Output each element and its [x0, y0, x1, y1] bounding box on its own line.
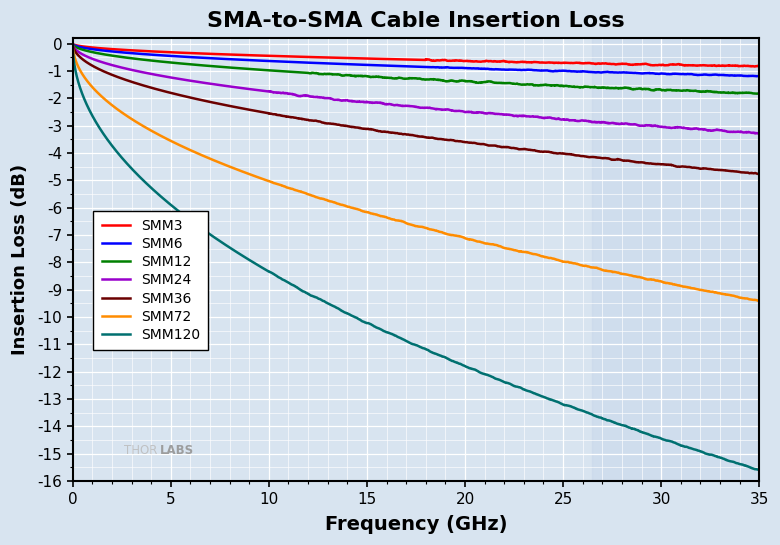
- SMM3: [754, 63, 764, 70]
- SMM72: [316, 195, 325, 202]
- Line: SMM24: SMM24: [73, 44, 759, 134]
- SMM3: [316, 54, 325, 60]
- SMM24: [316, 94, 325, 101]
- SMM120: [504, 380, 513, 387]
- Line: SMM72: SMM72: [73, 45, 759, 301]
- Bar: [593, 38, 759, 481]
- Line: SMM36: SMM36: [73, 44, 759, 174]
- SMM6: [316, 60, 325, 66]
- SMM24: [68, 41, 77, 47]
- SMM120: [701, 450, 711, 457]
- SMM12: [701, 88, 711, 95]
- SMM36: [475, 141, 484, 147]
- SMM6: [753, 73, 762, 80]
- Y-axis label: Insertion Loss (dB): Insertion Loss (dB): [11, 164, 29, 355]
- SMM36: [701, 165, 711, 172]
- Title: SMA-to-SMA Cable Insertion Loss: SMA-to-SMA Cable Insertion Loss: [207, 11, 625, 31]
- SMM36: [753, 171, 762, 177]
- SMM12: [753, 90, 762, 97]
- SMM36: [211, 100, 221, 106]
- SMM12: [68, 41, 77, 47]
- SMM3: [750, 63, 759, 70]
- SMM72: [754, 298, 764, 304]
- SMM6: [504, 66, 513, 73]
- Text: THOR: THOR: [124, 444, 158, 457]
- SMM3: [701, 62, 711, 69]
- SMM72: [392, 217, 402, 223]
- SMM12: [392, 75, 402, 82]
- SMM6: [475, 65, 484, 72]
- SMM24: [211, 81, 221, 88]
- SMM120: [211, 235, 221, 242]
- SMM36: [68, 41, 77, 47]
- SMM24: [475, 109, 484, 116]
- SMM6: [211, 55, 221, 62]
- SMM120: [316, 296, 325, 303]
- SMM3: [504, 59, 513, 65]
- Text: LABS: LABS: [160, 444, 194, 457]
- SMM36: [392, 130, 402, 136]
- SMM6: [392, 63, 402, 69]
- Line: SMM12: SMM12: [73, 44, 759, 94]
- SMM72: [68, 42, 77, 49]
- X-axis label: Frequency (GHz): Frequency (GHz): [324, 515, 507, 534]
- Legend: SMM3, SMM6, SMM12, SMM24, SMM36, SMM72, SMM120: SMM3, SMM6, SMM12, SMM24, SMM36, SMM72, …: [94, 210, 208, 350]
- Line: SMM120: SMM120: [73, 46, 759, 470]
- SMM12: [316, 71, 325, 77]
- SMM120: [392, 333, 402, 340]
- SMM120: [68, 43, 77, 49]
- SMM6: [68, 40, 77, 47]
- SMM12: [504, 80, 513, 86]
- SMM72: [504, 246, 513, 252]
- SMM3: [392, 56, 402, 63]
- SMM24: [392, 102, 402, 108]
- SMM24: [701, 126, 711, 133]
- SMM12: [475, 80, 484, 86]
- SMM72: [701, 288, 711, 294]
- SMM12: [211, 63, 221, 70]
- SMM3: [68, 40, 77, 47]
- SMM3: [211, 51, 221, 57]
- SMM24: [754, 130, 764, 137]
- SMM72: [211, 158, 221, 165]
- Line: SMM3: SMM3: [73, 44, 759, 66]
- SMM24: [504, 111, 513, 118]
- SMM6: [754, 73, 764, 80]
- SMM12: [754, 90, 764, 96]
- SMM36: [754, 171, 764, 177]
- SMM3: [475, 58, 484, 65]
- SMM72: [475, 239, 484, 245]
- SMM6: [701, 71, 711, 78]
- SMM36: [504, 144, 513, 150]
- SMM120: [475, 369, 484, 376]
- Line: SMM6: SMM6: [73, 44, 759, 76]
- SMM36: [316, 119, 325, 125]
- SMM120: [754, 467, 764, 473]
